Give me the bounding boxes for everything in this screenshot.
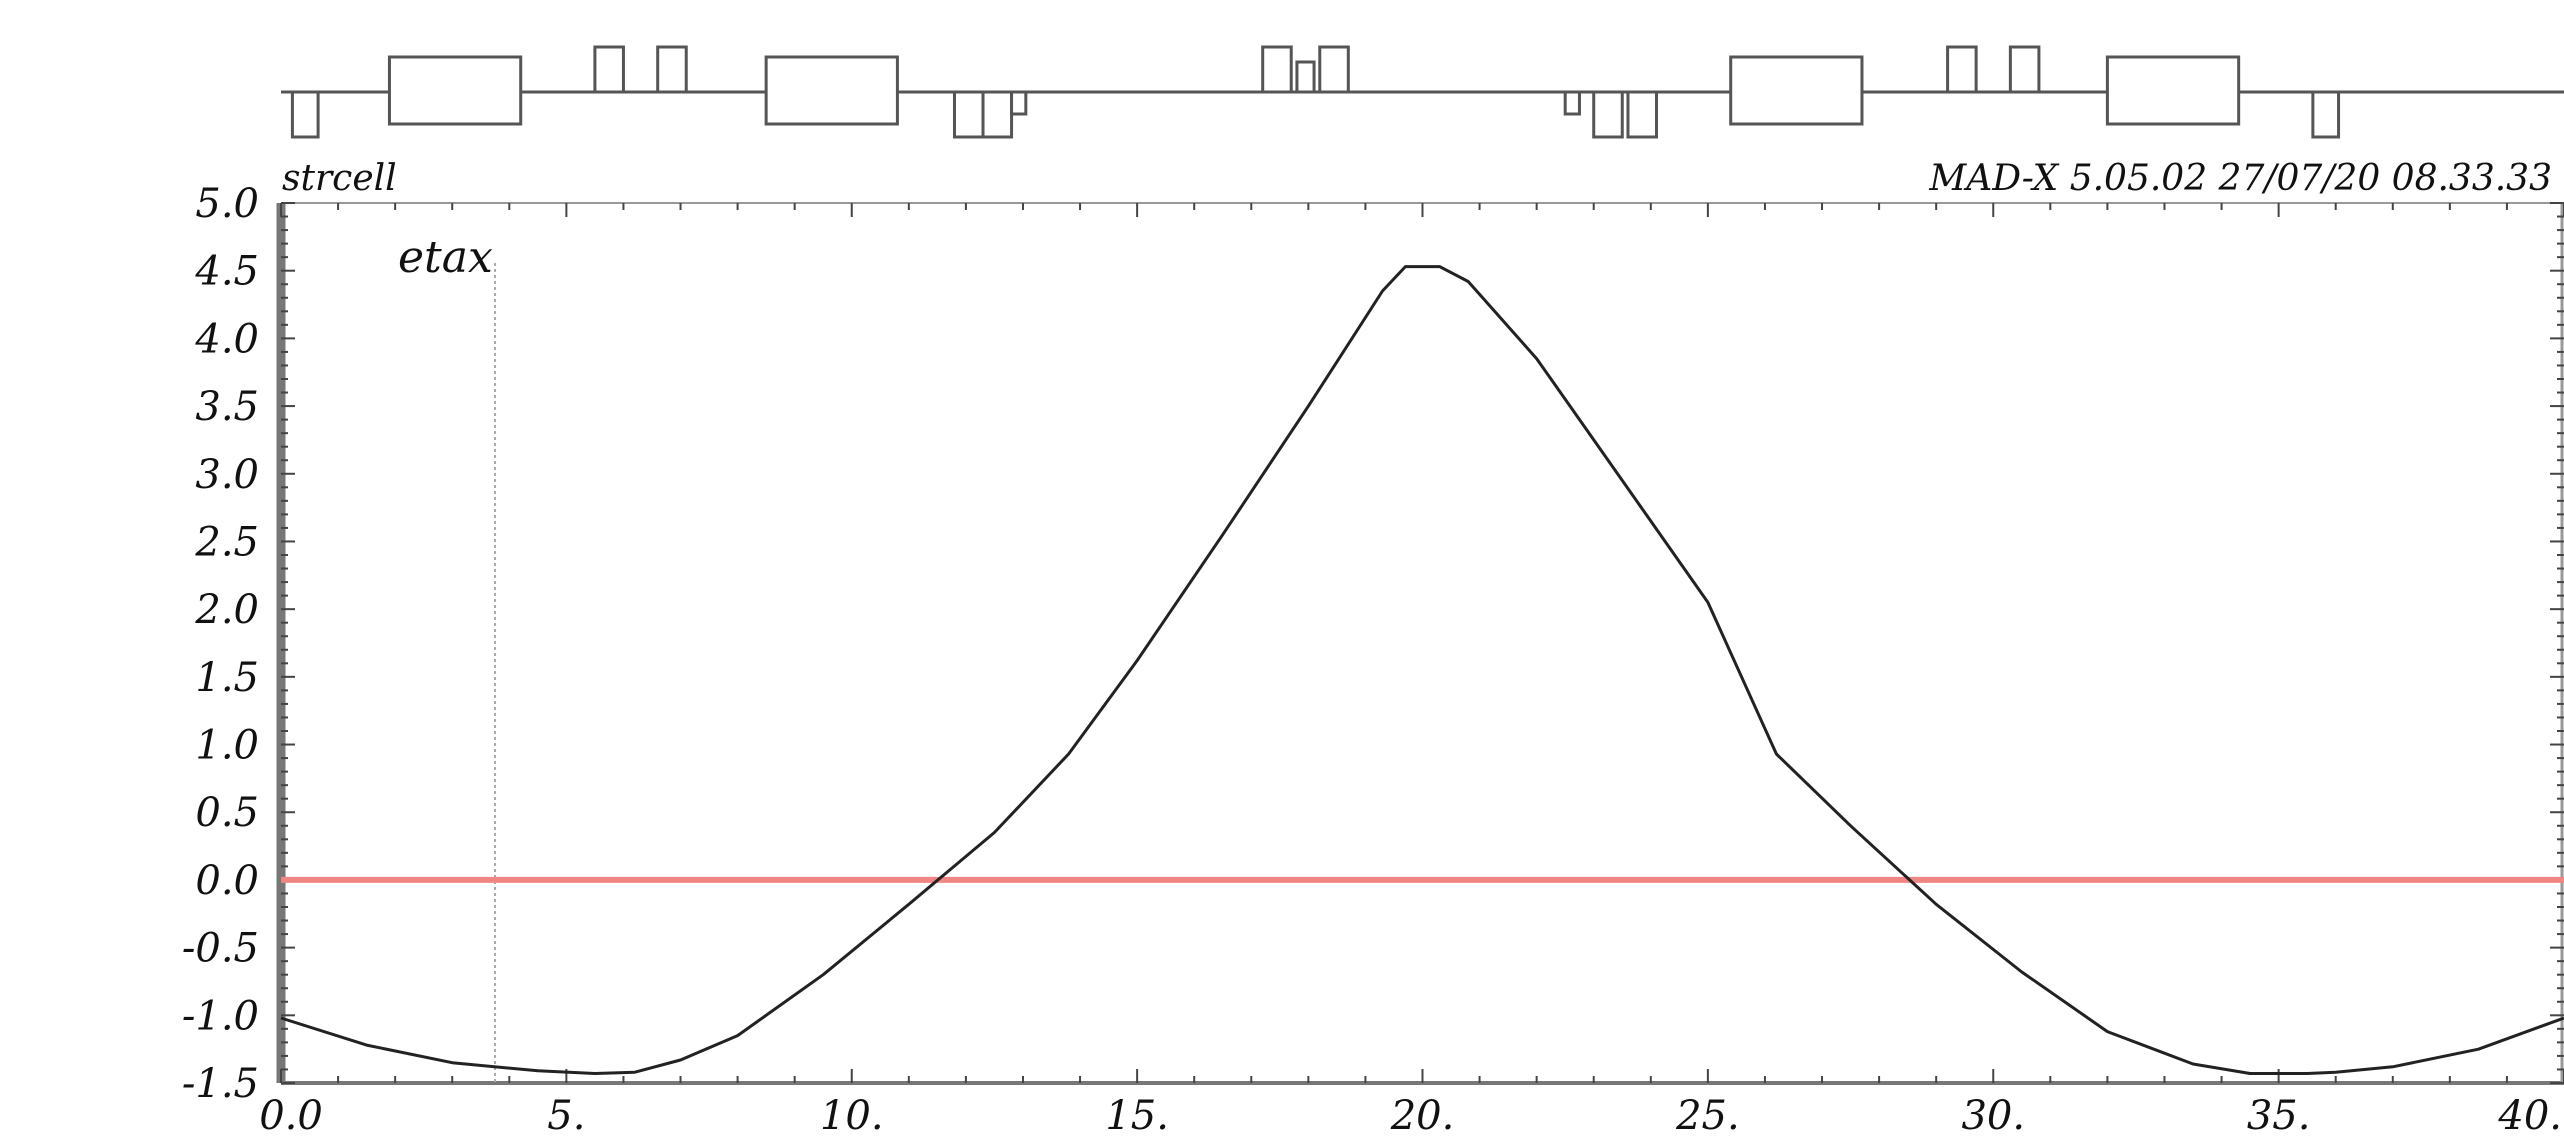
y-tick-label: 5.0 [195, 181, 259, 227]
dipole-magnet [1729, 55, 1864, 126]
plot-frame [276, 202, 2564, 1085]
x-tick-label: 15. [1105, 1093, 1169, 1136]
quadrupole-focusing [2008, 45, 2041, 94]
y-tick-label: 4.5 [194, 249, 259, 295]
dipole-magnet [387, 55, 523, 126]
y-tick-label: -1.5 [182, 1061, 259, 1107]
quadrupole-focusing [1946, 45, 1978, 94]
y-tick-label: 1.0 [195, 723, 259, 769]
x-tick-label: 5. [547, 1093, 585, 1136]
series-line-etax [280, 265, 2564, 1075]
quadrupole-defocusing [981, 90, 1014, 139]
quadrupole-defocusing [2311, 90, 2341, 139]
quadrupole-defocusing [1626, 90, 1659, 139]
y-tick-label: 4.0 [194, 316, 259, 362]
y-tick-label: 3.0 [195, 452, 259, 498]
x-tick-label: 20. [1390, 1093, 1455, 1136]
y-tick-label: 0.0 [195, 858, 259, 904]
x-tick-label: 40. [2497, 1093, 2562, 1136]
y-tick-label: 0.5 [195, 790, 259, 836]
y-tick-labels: 5.0 4.5 4.0 3.5 3.0 2.5 2.0 1.5 1.0 0.5 0.0 -0.5 -1.… [182, 181, 259, 1107]
y-tick-label: 2.0 [194, 587, 259, 633]
quadrupole-focusing [1318, 45, 1350, 94]
axis-ticks [280, 202, 2564, 1084]
dipole-magnet [2105, 55, 2241, 126]
quadrupole-defocusing [952, 90, 985, 139]
y-tick-label: 2.5 [194, 519, 259, 565]
sequence-name: strcell [282, 158, 397, 199]
x-tick-label: 25. [1675, 1093, 1740, 1136]
x-tick-label: 30. [1961, 1093, 2025, 1136]
x-tick-label: 10. [820, 1093, 884, 1136]
series-label-etax: etax [398, 232, 493, 283]
dipole-magnet [764, 55, 899, 126]
quadrupole-focusing [593, 45, 625, 94]
run-info: MAD-X 5.05.02 27/07/20 08.33.33 [1928, 158, 2552, 199]
quadrupole-focusing [1261, 45, 1293, 94]
quadrupole-focusing [1295, 60, 1316, 94]
y-tick-label: 3.5 [195, 384, 259, 430]
lattice-layout [281, 45, 2564, 139]
quadrupole-defocusing [1563, 90, 1581, 116]
quadrupole-defocusing [1592, 90, 1624, 139]
y-tick-label: -0.5 [182, 926, 259, 972]
x-tick-labels: 0.0 5. 10. 15. 20. 25. 30. 35. 40. [259, 1093, 2562, 1136]
quadrupole-focusing [656, 45, 688, 94]
quadrupole-defocusing [1010, 90, 1028, 116]
y-tick-label: -1.0 [182, 993, 259, 1039]
quadrupole-defocusing [290, 90, 320, 139]
y-tick-label: 1.5 [195, 655, 259, 701]
x-tick-label: 0.0 [259, 1093, 323, 1136]
x-tick-label: 35. [2247, 1093, 2311, 1136]
